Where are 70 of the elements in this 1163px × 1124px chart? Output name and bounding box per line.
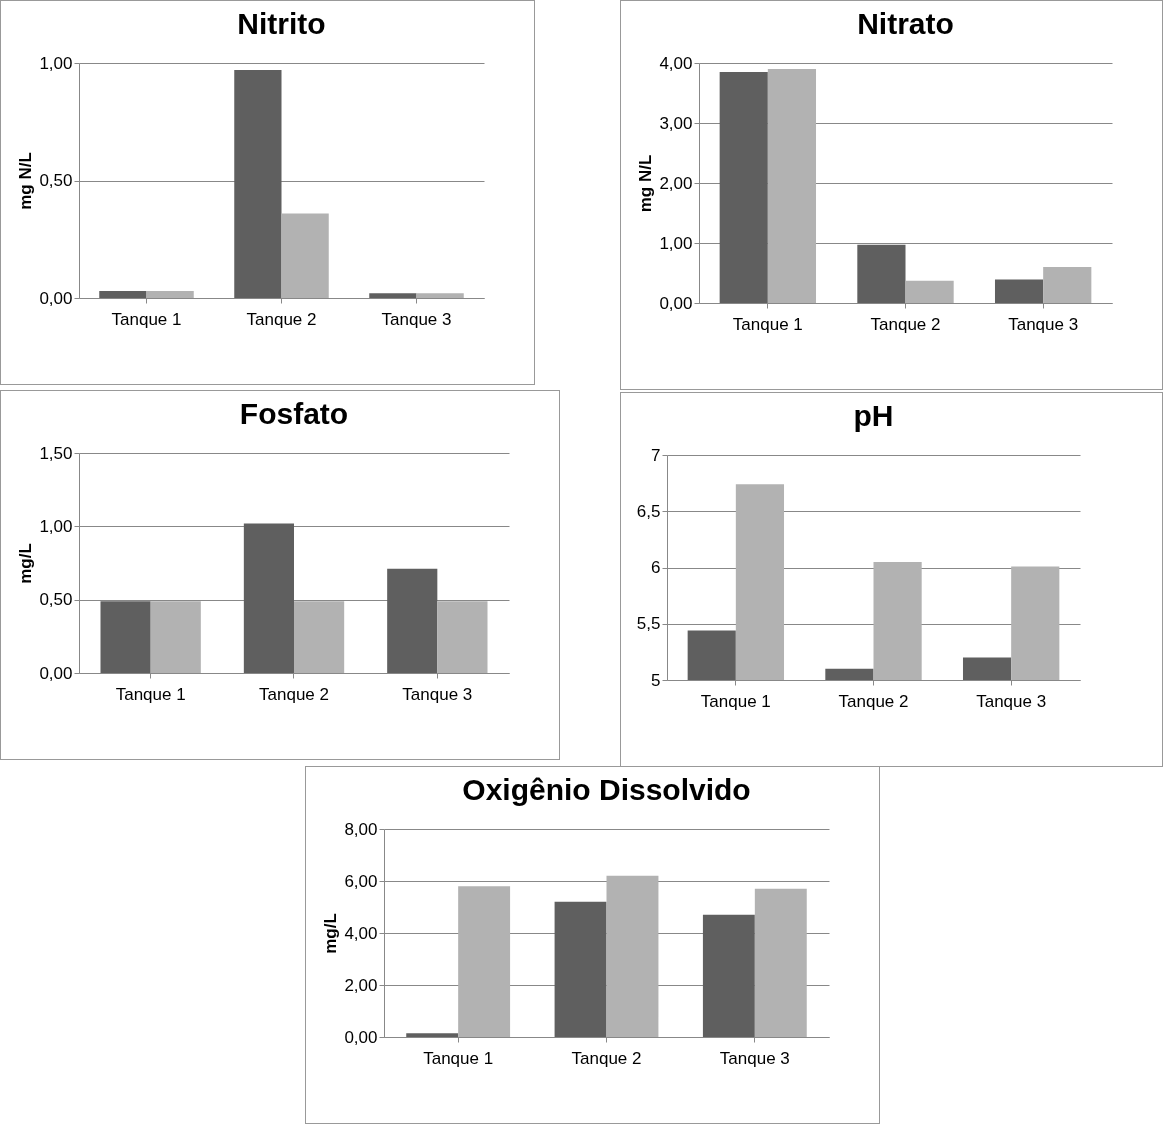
y-tick-label: 1,50 [39, 443, 73, 463]
y-tick-label: 7 [651, 445, 661, 465]
bar [281, 213, 329, 298]
bar [146, 290, 194, 298]
chart-title: Fosfato [239, 397, 349, 430]
y-tick-label: 1,00 [39, 516, 73, 536]
y-axis-title: mg N/L [16, 152, 36, 210]
y-tick-label: 2,00 [659, 173, 693, 193]
x-tick-label: Tanque 3 [976, 691, 1047, 711]
x-tick-label: Tanque 1 [111, 309, 182, 329]
y-tick-label: 0,00 [39, 663, 73, 683]
x-tick-label: Tanque 3 [381, 309, 452, 329]
chart-title: pH [853, 399, 894, 432]
x-tick-label: Tanque 1 [423, 1048, 494, 1068]
bar [719, 72, 768, 303]
bar [437, 601, 488, 673]
x-tick-label: Tanque 3 [719, 1048, 790, 1068]
x-tick-label: Tanque 1 [700, 691, 771, 711]
bar [406, 1033, 459, 1037]
x-tick-label: Tanque 2 [571, 1048, 642, 1068]
y-tick-label: 6,5 [636, 501, 661, 521]
bar [754, 888, 807, 1037]
y-tick-label: 0,50 [39, 590, 73, 610]
bar [294, 601, 345, 673]
y-tick-label: 0,00 [344, 1027, 378, 1047]
bar [234, 70, 282, 298]
bar [606, 875, 659, 1037]
bar [99, 290, 147, 298]
y-tick-label: 0,00 [39, 288, 73, 308]
y-tick-label: 5 [651, 670, 661, 690]
bar [416, 293, 464, 298]
x-tick-label: Tanque 1 [115, 684, 186, 704]
chart-title: Nitrito [237, 7, 326, 40]
bar [243, 523, 294, 673]
bar [150, 601, 201, 673]
x-tick-label: Tanque 3 [402, 684, 473, 704]
bar [702, 914, 755, 1037]
y-tick-label: 4,00 [659, 53, 693, 73]
y-axis-title: mg/L [321, 913, 341, 954]
y-tick-label: 6,00 [344, 871, 378, 891]
x-tick-label: Tanque 1 [732, 314, 803, 334]
bar [458, 886, 511, 1037]
bar [857, 244, 906, 303]
y-axis-title: mg N/L [636, 154, 656, 213]
chart-title: Oxigênio Dissolvido [462, 773, 751, 806]
x-tick-label: Tanque 2 [870, 314, 941, 334]
y-tick-label: 3,00 [659, 113, 693, 133]
bar [1043, 267, 1092, 303]
bar [387, 568, 438, 673]
bar [369, 293, 417, 298]
bar [554, 901, 607, 1037]
bar [994, 279, 1044, 303]
y-tick-label: 8,00 [344, 819, 378, 839]
y-tick-label: 4,00 [344, 923, 378, 943]
y-tick-label: 1,00 [39, 53, 73, 73]
x-tick-label: Tanque 2 [838, 691, 909, 711]
y-tick-label: 0,00 [659, 293, 693, 313]
y-tick-label: 1,00 [659, 233, 693, 253]
y-tick-label: 0,50 [39, 171, 73, 190]
x-tick-label: Tanque 2 [246, 309, 317, 329]
bar [767, 69, 817, 303]
y-tick-label: 5,5 [636, 614, 661, 634]
bar [100, 601, 151, 673]
y-tick-label: 2,00 [344, 975, 378, 995]
x-tick-label: Tanque 3 [1008, 314, 1079, 334]
chart-title: Nitrato [857, 7, 954, 40]
y-axis-title: mg/L [16, 543, 36, 584]
y-tick-label: 6 [651, 558, 661, 577]
x-tick-label: Tanque 2 [259, 684, 329, 704]
bar [905, 280, 954, 303]
